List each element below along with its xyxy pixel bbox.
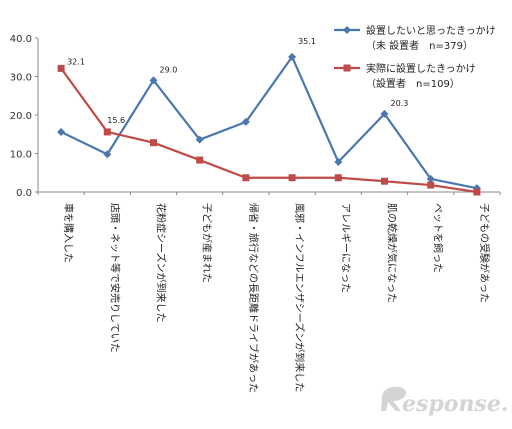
data-point (381, 177, 388, 185)
category-label: 子どもが産まれた (201, 203, 214, 283)
category-label: 花粉症シーズンが到来した (155, 203, 168, 323)
data-label: 20.3 (391, 99, 409, 108)
legend-marker (343, 64, 351, 72)
series-line (60, 54, 478, 190)
category-label: 肌の乾燥が気になった (386, 203, 399, 303)
y-tick-label: 10.0 (10, 150, 32, 161)
watermark: esponse. (381, 386, 508, 417)
y-tick-label: 20.0 (10, 111, 32, 122)
category-label: 車を購入した (62, 203, 75, 263)
data-label: 29.0 (160, 65, 178, 74)
series-layer: 29.0 35.1 20.3 32.1 15.6 (57, 37, 481, 196)
data-point (380, 109, 389, 118)
legend-sublabel: （設置者 n=109） (366, 77, 460, 90)
data-point (57, 64, 65, 72)
legend-marker (343, 26, 351, 34)
data-point (242, 174, 250, 182)
data-label: 35.1 (298, 37, 316, 46)
data-point (149, 76, 158, 85)
data-point (195, 135, 204, 144)
response-logo-mark (381, 386, 407, 411)
category-label: ペットを飼った (432, 203, 445, 273)
data-point (473, 188, 481, 196)
data-point (288, 52, 297, 61)
category-label: 風邪・インフルエンザシーズンが到来した (293, 203, 306, 392)
data-point (241, 117, 250, 126)
category-label: 店頭・ネット等で安売りしていた (108, 203, 121, 353)
data-point (427, 181, 435, 189)
series-2: 32.1 15.6 (57, 57, 481, 196)
category-label: 子どもの受験があった (478, 203, 491, 303)
data-point (103, 128, 111, 136)
category-label: アレルギーになった (339, 203, 351, 293)
legend: 設置したいと思ったきっかけ （未 設置者 n=379） 実際に設置したきっかけ （設置… (334, 24, 496, 90)
data-point (426, 174, 435, 183)
category-labels: 車を購入した 店頭・ネット等で安売りしていた 花粉症シーズンが到来した 子どもが産まれ… (62, 203, 491, 393)
watermark-text: esponse. (402, 391, 508, 417)
data-point (150, 139, 157, 147)
series-1: 29.0 35.1 20.3 (57, 37, 481, 193)
y-tick-label: 40.0 (10, 34, 32, 45)
data-label: 32.1 (67, 57, 85, 66)
data-point (334, 157, 343, 166)
y-tick-label: 0.0 (16, 188, 32, 199)
legend-label: 実際に設置したきっかけ (366, 62, 476, 75)
series-line (60, 67, 478, 194)
legend-label: 設置したいと思ったきっかけ (366, 24, 496, 37)
axes: 40.0 30.0 20.0 10.0 0.0 (10, 34, 501, 199)
category-label: 帰省・旅行などの長距離ドライブがあった (247, 203, 260, 393)
data-point (196, 156, 204, 164)
data-point (288, 174, 296, 182)
data-point (103, 150, 112, 159)
legend-sublabel: （未 設置者 n=379） (366, 39, 473, 52)
data-point (334, 174, 342, 182)
data-label: 15.6 (107, 116, 125, 125)
data-point (57, 127, 66, 136)
y-tick-label: 30.0 (10, 73, 32, 84)
